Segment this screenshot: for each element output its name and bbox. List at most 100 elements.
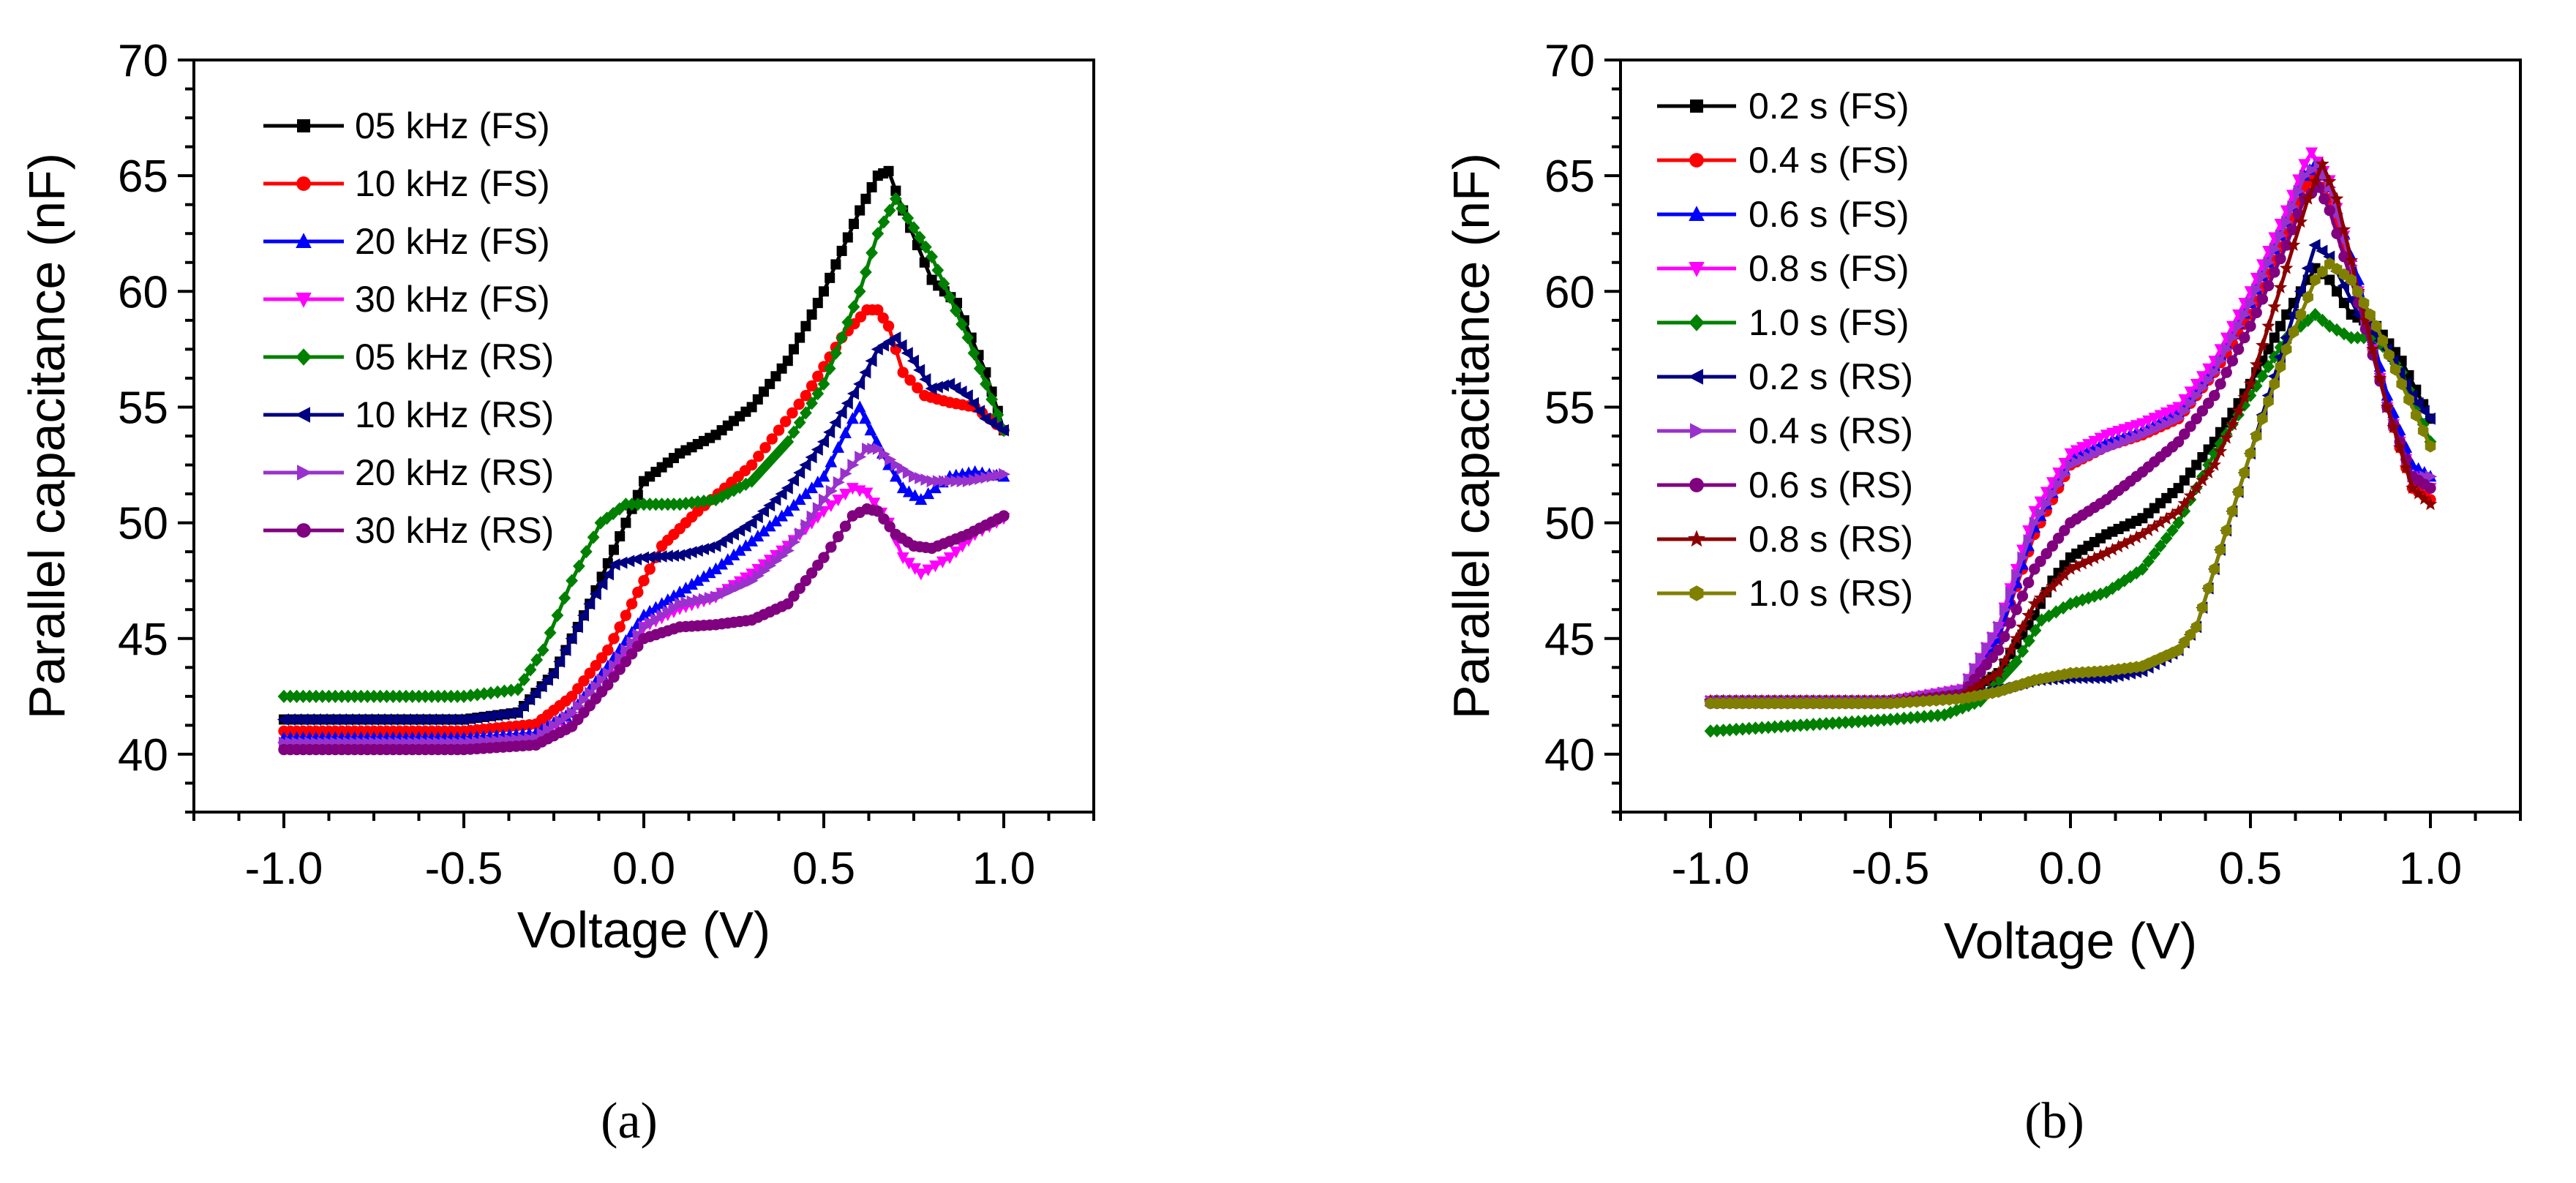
data-point	[1768, 720, 1781, 734]
data-point	[2299, 169, 2311, 182]
data-point	[2185, 628, 2196, 641]
data-point	[904, 374, 916, 386]
data-point	[1800, 718, 1814, 732]
data-point	[2293, 184, 2305, 198]
data-point	[2089, 448, 2101, 461]
data-point	[895, 339, 907, 352]
data-point	[602, 679, 614, 691]
data-point	[775, 487, 787, 500]
data-point	[915, 492, 928, 505]
data-point	[1898, 711, 1910, 725]
data-point	[2213, 444, 2228, 457]
data-point	[925, 249, 938, 263]
data-point	[839, 520, 852, 533]
data-point	[405, 713, 418, 726]
data-point	[2219, 430, 2234, 444]
data-point	[825, 500, 838, 512]
legend-item: 05 kHz (RS)	[263, 337, 554, 378]
data-point	[2425, 440, 2436, 453]
data-point	[444, 713, 457, 726]
data-point	[883, 203, 896, 217]
data-point	[1962, 699, 1975, 713]
data-point	[2113, 437, 2125, 451]
data-point	[290, 689, 303, 703]
data-point	[645, 617, 657, 630]
data-point	[825, 272, 835, 283]
data-point	[786, 407, 798, 419]
data-point	[632, 628, 645, 641]
data-point	[431, 713, 443, 726]
data-point	[832, 530, 844, 543]
data-point	[2286, 238, 2301, 251]
x-tick-label: 0.5	[792, 844, 855, 894]
data-point	[2123, 533, 2138, 547]
data-point	[696, 543, 709, 555]
data-point	[794, 582, 806, 594]
data-point	[956, 541, 969, 553]
y-tick-label: 50	[1544, 499, 1595, 549]
data-point	[812, 298, 823, 309]
data-point	[2406, 481, 2419, 495]
data-point	[572, 683, 584, 695]
data-point	[2029, 563, 2040, 575]
data-point	[800, 320, 811, 331]
data-point	[2295, 308, 2307, 321]
data-point	[907, 221, 920, 235]
data-point	[608, 633, 620, 645]
data-point	[902, 466, 915, 479]
data-point	[615, 556, 628, 569]
data-point	[1991, 666, 2005, 680]
data-point	[2095, 445, 2108, 458]
data-point	[2035, 507, 2048, 519]
data-point	[2324, 204, 2335, 217]
data-point	[2022, 577, 2035, 589]
data-point	[2173, 644, 2184, 656]
data-point	[2124, 570, 2137, 584]
data-point	[2344, 253, 2359, 267]
data-point	[877, 215, 890, 229]
legend-item: 10 kHz (RS)	[263, 394, 554, 435]
data-point	[865, 354, 877, 367]
data-point	[962, 475, 975, 488]
series-7	[279, 442, 1011, 749]
data-point	[2179, 428, 2190, 440]
data-point	[716, 557, 728, 570]
data-point	[1890, 712, 1904, 726]
data-point	[776, 549, 789, 562]
legend-marker	[1689, 153, 1704, 168]
legend-label: 0.4 s (RS)	[1749, 410, 1913, 451]
y-tick-label: 40	[1544, 730, 1595, 781]
data-point	[2016, 620, 2029, 633]
x-tick-label: -0.5	[1852, 844, 1930, 894]
data-point	[909, 489, 922, 501]
data-point	[2142, 555, 2155, 568]
data-point	[825, 541, 837, 553]
data-point	[566, 691, 578, 702]
data-point	[2172, 402, 2185, 414]
data-point	[716, 587, 729, 601]
data-point	[776, 441, 788, 455]
data-point	[909, 563, 922, 575]
legend-label: 0.6 s (RS)	[1749, 465, 1913, 506]
data-point	[553, 656, 566, 668]
data-point	[800, 389, 812, 402]
data-point	[2411, 486, 2425, 500]
data-point	[367, 713, 379, 726]
data-point	[859, 412, 871, 424]
data-point	[2197, 381, 2209, 394]
data-point	[2143, 426, 2155, 439]
data-point	[424, 713, 438, 726]
data-point	[296, 689, 309, 703]
data-point	[2227, 505, 2238, 518]
data-point	[903, 485, 915, 497]
data-point	[800, 574, 812, 587]
legend-marker	[297, 119, 310, 132]
data-point	[955, 318, 968, 331]
data-point	[650, 601, 662, 613]
data-point	[2370, 320, 2382, 333]
data-point	[2059, 525, 2070, 536]
data-point	[840, 467, 852, 480]
data-point	[686, 577, 698, 590]
y-axis-title: Parallel capacitance (nF)	[18, 153, 75, 719]
data-point	[806, 397, 818, 410]
